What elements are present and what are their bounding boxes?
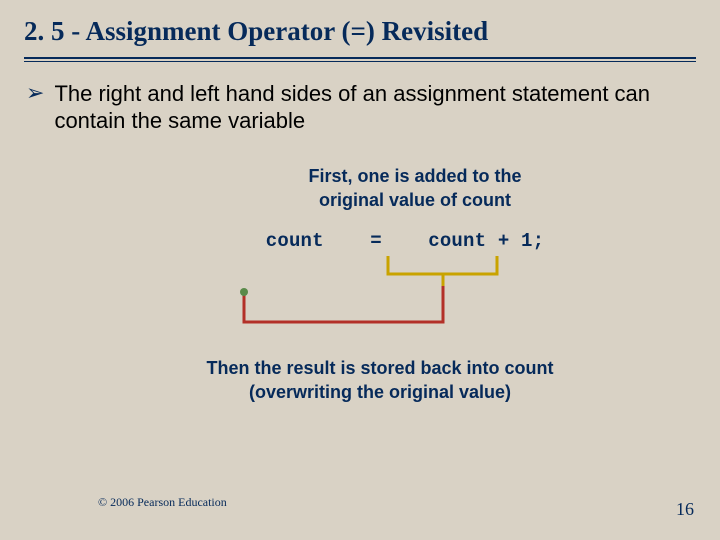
slide-title: 2. 5 - Assignment Operator (=) Revisited [24,16,696,47]
arrow-diagram [0,252,720,352]
bullet-item: ➢ The right and left hand sides of an as… [0,62,720,134]
copyright-text: © 2006 Pearson Education [98,495,227,510]
annotation-top: First, one is added to the original valu… [0,164,720,212]
page-number: 16 [676,499,694,520]
annotation-top-line2: original value of count [319,190,511,210]
code-lhs: count [266,230,324,252]
bullet-text: The right and left hand sides of an assi… [54,80,694,134]
code-expression: count = count + 1; [0,230,720,252]
code-rhs: count + 1; [428,230,544,252]
annotation-top-line1: First, one is added to the [308,166,521,186]
chevron-icon: ➢ [26,80,44,106]
code-eq: = [370,230,382,252]
annotation-bottom-line1: Then the result is stored back into coun… [206,358,553,378]
annotation-bottom-line2: (overwriting the original value) [249,382,511,402]
annotation-bottom: Then the result is stored back into coun… [0,356,720,404]
